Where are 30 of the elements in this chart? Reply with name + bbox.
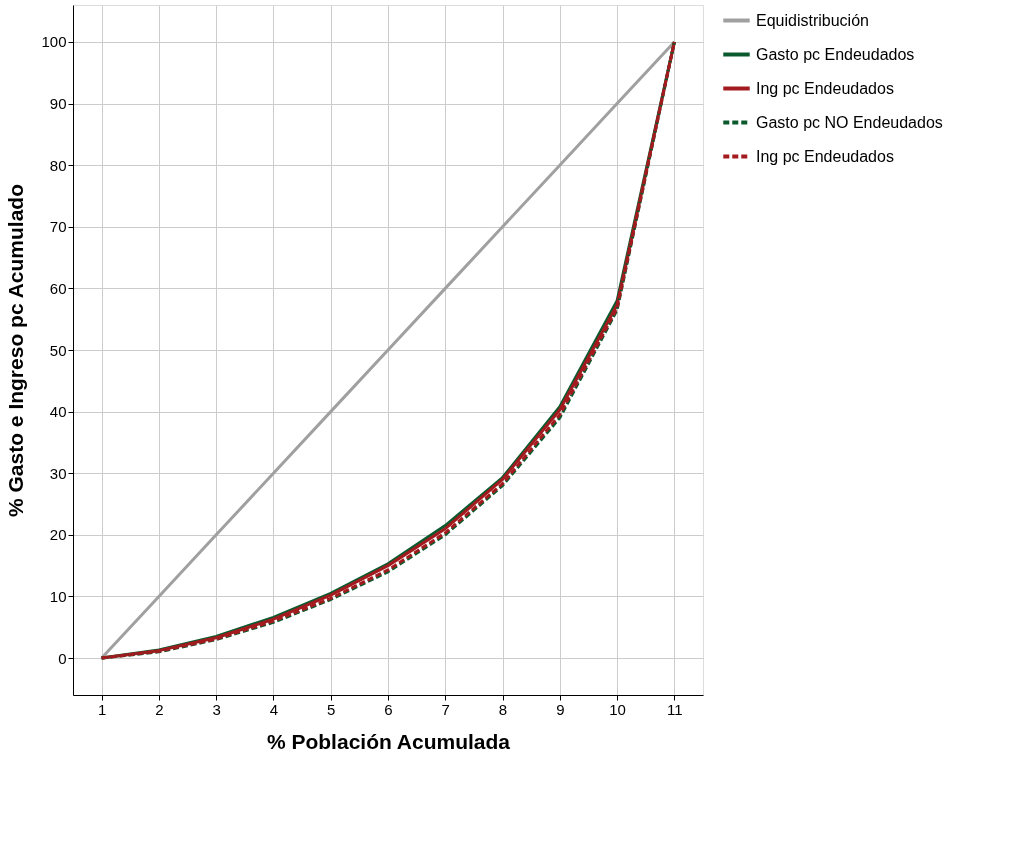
- y-tick-label: 40: [49, 403, 67, 421]
- line-series: [100, 40, 676, 660]
- legend-label: Ing pc Endeudados: [756, 79, 894, 97]
- legend-label: Equidistribución: [756, 11, 869, 29]
- y-tick-label: 30: [49, 464, 67, 482]
- x-tick-label: 2: [155, 700, 164, 718]
- x-tick-label: 9: [556, 700, 565, 718]
- x-tick-label: 11: [667, 700, 683, 718]
- x-tick-label: 8: [498, 700, 508, 718]
- y-axis-title: % Gasto e Ingreso pc Acumulado: [4, 184, 28, 517]
- x-axis-title: % Población Acumulada: [266, 729, 511, 753]
- y-tick-label: 60: [49, 279, 67, 297]
- y-tick-label: 70: [49, 218, 67, 236]
- y-tick-label: 0: [58, 649, 67, 667]
- y-tick-label: 100: [41, 33, 67, 51]
- legend-label: Gasto pc Endeudados: [756, 45, 915, 63]
- y-tick-label: 10: [49, 587, 67, 605]
- y-tick-label: 20: [49, 526, 67, 544]
- x-tick-label: 6: [384, 700, 393, 718]
- legend-label: Ing pc Endeudados: [756, 147, 894, 165]
- x-tick-label: 10: [609, 700, 626, 718]
- x-tick-label: 4: [269, 700, 279, 718]
- x-tick-label: 1: [97, 700, 107, 718]
- legend-label: Gasto pc NO Endeudados: [756, 113, 943, 131]
- x-tick-label: 3: [212, 700, 221, 718]
- y-tick-label: 80: [49, 156, 67, 174]
- x-tick-label: 7: [441, 700, 450, 718]
- x-tick-label: 5: [327, 700, 336, 718]
- y-tick-label: 50: [49, 341, 67, 359]
- y-tick-label: 90: [49, 95, 67, 113]
